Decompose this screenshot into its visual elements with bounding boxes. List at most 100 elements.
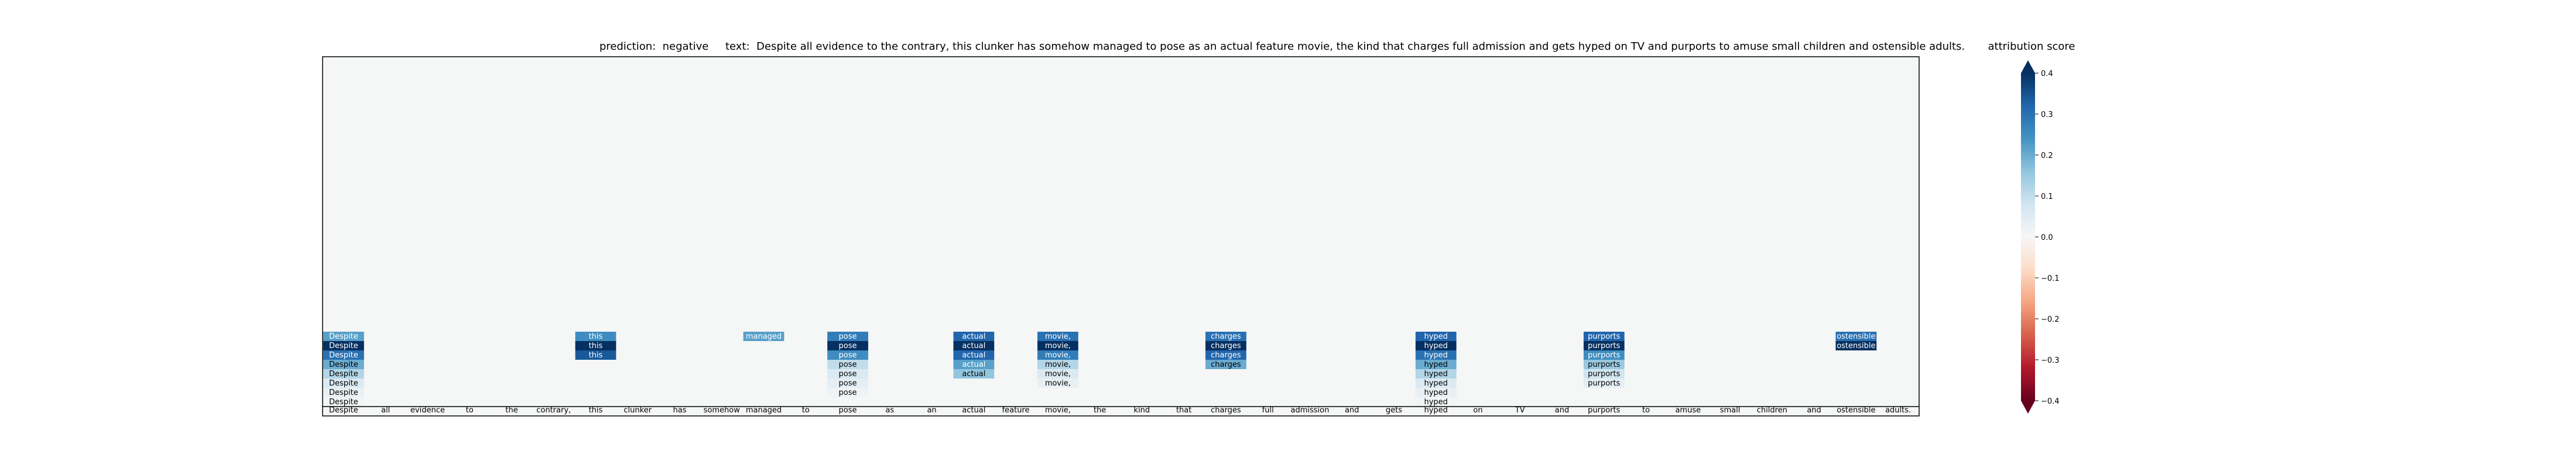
token-label: all: [381, 406, 390, 415]
token-label: TV: [1515, 406, 1525, 415]
cell-label: Despite: [329, 388, 358, 397]
cell-label: pose: [839, 388, 857, 397]
token-label: gets: [1386, 406, 1402, 415]
attribution-cell: [827, 332, 868, 341]
attribution-cell: [953, 350, 995, 360]
attribution-cell: [1835, 341, 1877, 350]
token-label: movie,: [1045, 406, 1071, 415]
attribution-cell: [1835, 332, 1877, 341]
cell-label: Despite: [329, 332, 358, 341]
chart-title: prediction: negative text: Despite all e…: [322, 40, 2242, 53]
attribution-cell: [323, 332, 364, 341]
cell-label: Despite: [329, 398, 358, 407]
attribution-cell: [323, 378, 364, 388]
colorbar-tick-label: −0.3: [2041, 356, 2060, 365]
token-label: on: [1473, 406, 1482, 415]
cell-label: Despite: [329, 342, 358, 350]
colorbar-tick-label: 0.2: [2041, 152, 2053, 160]
token-label: this: [589, 406, 603, 415]
cell-label: actual: [962, 332, 985, 341]
cell-label: pose: [839, 332, 857, 341]
cell-label: movie,: [1045, 370, 1071, 378]
cell-label: this: [589, 342, 603, 350]
attribution-cell: [743, 332, 785, 341]
cell-label: ostensible: [1837, 332, 1875, 341]
cell-label: purports: [1588, 360, 1620, 369]
token-label: has: [673, 406, 686, 415]
attribution-cell: [1583, 332, 1625, 341]
attribution-cell: [827, 378, 868, 388]
cell-label: movie,: [1045, 332, 1071, 341]
colorbar: 0.4 0.3 0.2 0.1 0.0 −0.1 −0.2 −0.3 −0.4: [2021, 60, 2060, 414]
cell-label: purports: [1588, 332, 1620, 341]
token-label: and: [1807, 406, 1821, 415]
colorbar-tick-label: −0.1: [2041, 274, 2060, 283]
cell-label: Despite: [329, 379, 358, 388]
cell-label: hyped: [1424, 342, 1448, 350]
attribution-cell: [1037, 360, 1078, 369]
token-label: adults.: [1885, 406, 1911, 415]
cell-label: managed: [746, 332, 782, 341]
token-label: an: [927, 406, 936, 415]
attribution-cell: [953, 341, 995, 350]
attribution-cell: [1415, 360, 1457, 369]
prediction-value: negative: [662, 40, 709, 53]
cell-label: hyped: [1424, 379, 1448, 388]
attribution-cell: [575, 332, 616, 341]
cell-label: this: [589, 332, 603, 341]
plot-area: [323, 57, 1919, 416]
token-label: feature: [1002, 406, 1030, 415]
token-label: as: [885, 406, 894, 415]
colorbar-title: attribution score: [1988, 40, 2075, 53]
token-label: and: [1345, 406, 1359, 415]
cell-label: movie,: [1045, 360, 1071, 369]
token-label: to: [466, 406, 474, 415]
token-label: and: [1555, 406, 1569, 415]
attribution-cell: [575, 350, 616, 360]
cell-label: charges: [1211, 351, 1241, 360]
attribution-cell: [1037, 341, 1078, 350]
cell-label: hyped: [1424, 332, 1448, 341]
attribution-cell: [953, 332, 995, 341]
attribution-cell: [323, 369, 364, 378]
token-label: to: [1642, 406, 1650, 415]
token-label: clunker: [624, 406, 652, 415]
attribution-cell: [827, 388, 868, 397]
cell-label: purports: [1588, 370, 1620, 378]
cell-label: this: [589, 351, 603, 360]
token-label: the: [1094, 406, 1106, 415]
cell-label: pose: [839, 370, 857, 378]
attribution-cell: [323, 360, 364, 369]
cell-label: Despite: [329, 370, 358, 378]
attribution-cell: [323, 397, 364, 407]
attribution-cell: [1415, 341, 1457, 350]
token-label: contrary,: [536, 406, 571, 415]
cell-label: ostensible: [1837, 342, 1875, 350]
attribution-cell: [1205, 350, 1246, 360]
attribution-cell: [1415, 350, 1457, 360]
colorbar-extend-top: [2021, 60, 2035, 73]
colorbar-tick-label: 0.0: [2041, 233, 2053, 242]
token-label: full: [1262, 406, 1274, 415]
colorbar-tick-label: 0.3: [2041, 111, 2053, 119]
attribution-cell: [827, 360, 868, 369]
attribution-cell: [1415, 397, 1457, 407]
cell-label: movie,: [1045, 351, 1071, 360]
token-label: amuse: [1675, 406, 1701, 415]
colorbar-tick-label: −0.2: [2041, 315, 2060, 324]
token-label: to: [802, 406, 810, 415]
attribution-cell: [1583, 378, 1625, 388]
attribution-cell: [827, 341, 868, 350]
token-label: the: [505, 406, 518, 415]
cell-label: actual: [962, 370, 985, 378]
attribution-cell: [1415, 378, 1457, 388]
attribution-cell: [323, 388, 364, 397]
cell-label: pose: [839, 342, 857, 350]
attribution-cell: [1037, 369, 1078, 378]
cell-label: pose: [839, 351, 857, 360]
cell-label: purports: [1588, 379, 1620, 388]
attribution-cell: [1415, 332, 1457, 341]
token-label: charges: [1211, 406, 1241, 415]
token-label: kind: [1134, 406, 1150, 415]
cell-label: movie,: [1045, 342, 1071, 350]
